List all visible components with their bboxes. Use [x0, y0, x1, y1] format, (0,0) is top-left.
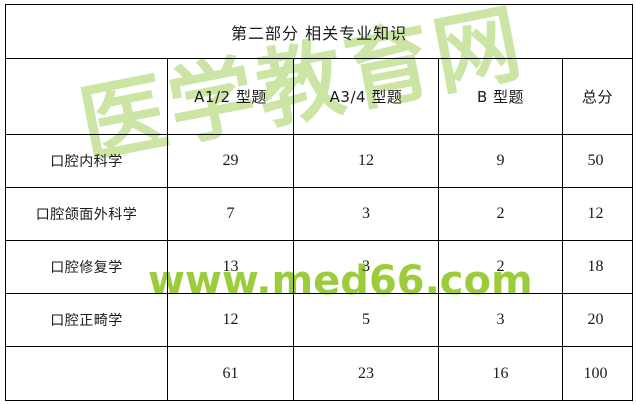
table-title-row: 第二部分 相关专业知识 [4, 4, 634, 59]
totals-cell-subject [5, 346, 168, 401]
header-cell-b: B 型题 [438, 58, 563, 135]
totals-cell-b: 16 [438, 346, 563, 401]
cell-a12: 13 [167, 240, 294, 294]
cell-a12: 7 [167, 187, 294, 241]
header-cell-a12: A1/2 型题 [167, 58, 294, 135]
header-cell-subject [5, 58, 168, 135]
header-cell-a34: A3/4 型题 [293, 58, 439, 135]
page-title-text: 第二部分 相关专业知识 [230, 23, 408, 43]
cell-b: 9 [438, 134, 563, 188]
cell-subject: 口腔颌面外科学 [5, 187, 168, 241]
cell-subject: 口腔内科学 [5, 134, 168, 188]
cell-a12: 29 [167, 134, 294, 188]
table-header-row: A1/2 型题 A3/4 型题 B 型题 总分 [5, 58, 634, 135]
cell-total: 18 [561, 240, 634, 294]
table-row: 口腔颌面外科学 7 3 2 12 [5, 187, 634, 241]
totals-cell-a34: 23 [293, 346, 439, 401]
cell-a12: 12 [167, 293, 294, 347]
table-row: 口腔正畸学 12 5 3 20 [5, 293, 634, 347]
cell-total: 12 [561, 187, 634, 241]
cell-b: 2 [438, 240, 563, 294]
table-row: 口腔修复学 13 3 2 18 [5, 240, 634, 294]
totals-cell-a12: 61 [167, 346, 294, 401]
cell-subject: 口腔修复学 [5, 240, 168, 294]
table-totals-row: 61 23 16 100 [5, 346, 634, 401]
exam-structure-table: 第二部分 相关专业知识 A1/2 型题 A3/4 型题 B 型题 总分 [4, 4, 634, 401]
cell-total: 50 [561, 134, 634, 188]
header-cell-total: 总分 [561, 58, 634, 135]
cell-a34: 5 [293, 293, 439, 347]
totals-cell-total: 100 [561, 346, 634, 401]
cell-b: 3 [438, 293, 563, 347]
page-title: 第二部分 相关专业知识 [4, 4, 634, 59]
cell-a34: 12 [293, 134, 439, 188]
table-row: 口腔内科学 29 12 9 50 [5, 134, 634, 188]
cell-subject: 口腔正畸学 [5, 293, 168, 347]
cell-a34: 3 [293, 187, 439, 241]
cell-b: 2 [438, 187, 563, 241]
cell-total: 20 [561, 293, 634, 347]
cell-a34: 3 [293, 240, 439, 294]
